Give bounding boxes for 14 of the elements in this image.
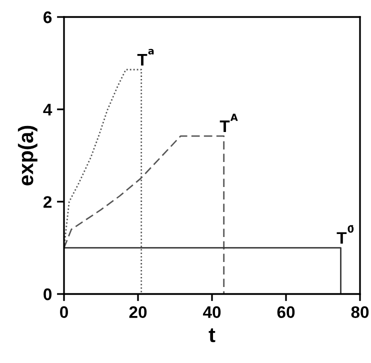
y-tick-label: 0 [44, 288, 52, 300]
annotation: Ta [137, 48, 154, 66]
x-axis-title: t [208, 328, 216, 342]
x-tick-label: 80 [351, 306, 369, 318]
y-axis-title: exp(a) [18, 126, 38, 186]
annotation: T0̄ [336, 225, 354, 244]
x-tick-label: 20 [129, 306, 147, 318]
y-tick-label: 2 [44, 196, 52, 208]
x-tick-label: 40 [202, 306, 221, 318]
y-tick-label: 4 [43, 104, 52, 116]
y-tick-label: 6 [44, 11, 52, 24]
annotation: TA [220, 114, 238, 132]
x-tick-label: 60 [277, 306, 295, 318]
x-tick-label: 0 [60, 306, 68, 318]
